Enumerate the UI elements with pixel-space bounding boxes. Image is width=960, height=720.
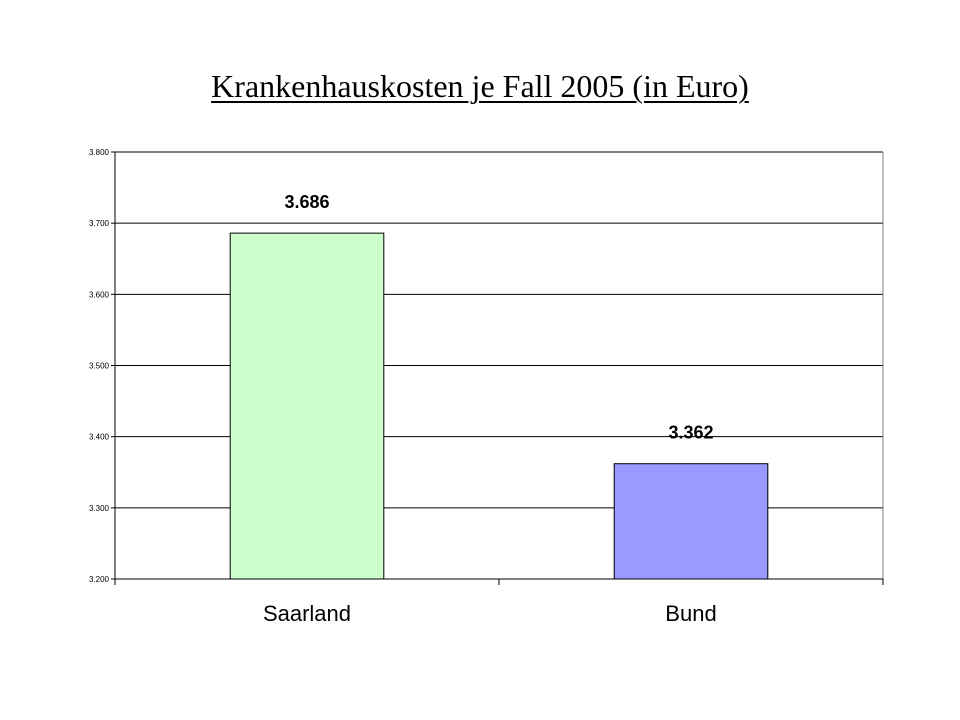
y-tick-label: 3.400 xyxy=(89,433,110,442)
y-tick-label: 3.600 xyxy=(89,290,110,299)
x-axis: Saarland Bund xyxy=(114,578,884,626)
data-label: 3.686 xyxy=(284,192,329,212)
bar-saarland xyxy=(229,232,385,580)
category-label: Saarland xyxy=(263,601,351,626)
chart-title: Krankenhauskosten je Fall 2005 (in Euro) xyxy=(211,68,749,104)
bar-bund xyxy=(613,463,769,580)
data-label: 3.362 xyxy=(668,423,713,443)
y-tick-label: 3.700 xyxy=(89,219,110,228)
y-axis: 3.200 3.300 3.400 3.500 3.600 3.700 3.800 xyxy=(89,148,116,584)
y-tick-label: 3.800 xyxy=(89,148,110,157)
bars xyxy=(229,232,769,580)
category-label: Bund xyxy=(665,601,716,626)
data-labels: 3.686 3.362 xyxy=(284,192,713,443)
y-tick-label: 3.500 xyxy=(89,362,110,371)
y-tick-label: 3.200 xyxy=(89,575,110,584)
y-tick-label: 3.300 xyxy=(89,504,110,513)
